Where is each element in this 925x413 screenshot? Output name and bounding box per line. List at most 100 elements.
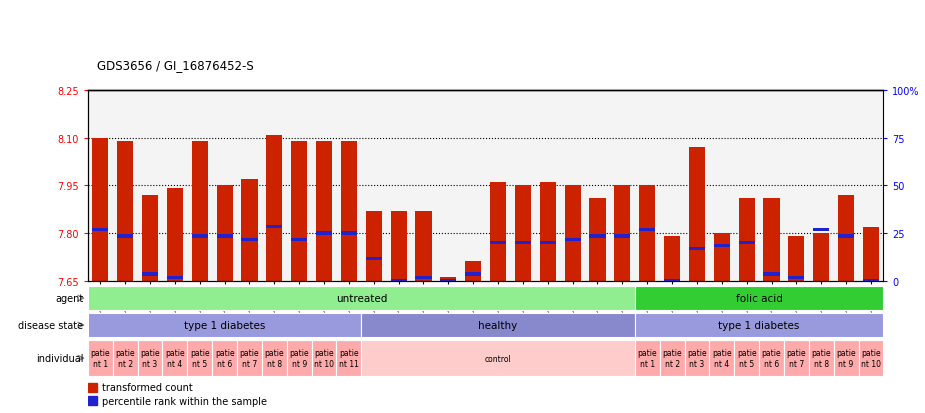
Bar [539, 241, 556, 244]
Text: transformed count: transformed count [102, 382, 192, 392]
Bar [808, 340, 833, 376]
Bar [635, 313, 883, 337]
Bar [788, 237, 805, 281]
Text: patie
nt 1: patie nt 1 [637, 349, 657, 368]
Bar [166, 276, 183, 279]
Text: type 1 diabetes: type 1 diabetes [719, 320, 800, 330]
Bar [539, 183, 556, 281]
Bar [635, 286, 883, 311]
Bar [291, 142, 307, 281]
Bar [92, 138, 108, 281]
Bar [237, 340, 262, 376]
Text: patie
nt 8: patie nt 8 [265, 349, 284, 368]
Bar [166, 189, 183, 281]
Bar [316, 142, 332, 281]
Bar [465, 262, 481, 281]
Bar [365, 211, 382, 281]
Bar [337, 340, 362, 376]
Bar [763, 199, 780, 281]
Bar [564, 238, 581, 241]
Text: control: control [485, 354, 512, 363]
Bar [614, 235, 631, 238]
Bar [833, 340, 858, 376]
Bar [92, 228, 108, 232]
Text: patie
nt 10: patie nt 10 [861, 349, 881, 368]
Text: disease state: disease state [18, 320, 83, 330]
Bar [287, 340, 312, 376]
Bar [738, 199, 755, 281]
Bar [291, 238, 307, 241]
Bar [117, 235, 133, 238]
Bar [138, 340, 163, 376]
Bar [187, 340, 212, 376]
Bar [709, 340, 734, 376]
Bar [362, 313, 635, 337]
Bar [390, 211, 407, 281]
Bar [664, 279, 680, 282]
Bar [113, 340, 138, 376]
Bar [216, 235, 233, 238]
Bar [759, 340, 784, 376]
Bar [88, 286, 635, 311]
Bar [390, 279, 407, 282]
Bar [117, 142, 133, 281]
Bar [142, 273, 158, 276]
Text: untreated: untreated [336, 293, 387, 304]
Bar [614, 186, 631, 281]
Text: individual: individual [36, 353, 83, 363]
Bar [212, 340, 237, 376]
Text: patie
nt 3: patie nt 3 [687, 349, 707, 368]
Bar [266, 135, 282, 281]
Bar [863, 227, 879, 281]
Bar [689, 148, 705, 281]
Bar [262, 340, 287, 376]
Bar [515, 186, 531, 281]
Bar [88, 396, 97, 406]
Text: patie
nt 11: patie nt 11 [339, 349, 359, 368]
Bar [589, 199, 606, 281]
Bar [415, 276, 432, 279]
Text: type 1 diabetes: type 1 diabetes [184, 320, 265, 330]
Bar [838, 235, 854, 238]
Bar [684, 340, 709, 376]
Text: patie
nt 6: patie nt 6 [215, 349, 234, 368]
Bar [415, 211, 432, 281]
Bar [515, 241, 531, 244]
Text: patie
nt 6: patie nt 6 [761, 349, 782, 368]
Bar [660, 340, 684, 376]
Bar [863, 279, 879, 282]
Bar [241, 238, 257, 241]
Bar [838, 195, 854, 281]
Bar [88, 313, 362, 337]
Bar [266, 225, 282, 229]
Bar [191, 142, 208, 281]
Bar [589, 235, 606, 238]
Bar [564, 186, 581, 281]
Bar [639, 186, 655, 281]
Bar [465, 273, 481, 276]
Bar [312, 340, 337, 376]
Text: patie
nt 5: patie nt 5 [190, 349, 210, 368]
Text: patie
nt 2: patie nt 2 [116, 349, 135, 368]
Text: patie
nt 5: patie nt 5 [737, 349, 757, 368]
Bar [440, 278, 456, 281]
Bar [689, 247, 705, 251]
Text: patie
nt 3: patie nt 3 [141, 349, 160, 368]
Bar [784, 340, 808, 376]
Text: patie
nt 1: patie nt 1 [91, 349, 110, 368]
Bar [734, 340, 759, 376]
Text: patie
nt 10: patie nt 10 [314, 349, 334, 368]
Text: patie
nt 9: patie nt 9 [836, 349, 856, 368]
Bar [635, 340, 660, 376]
Bar [639, 228, 655, 232]
Text: agent: agent [55, 293, 83, 304]
Bar [365, 257, 382, 260]
Text: GDS3656 / GI_16876452-S: GDS3656 / GI_16876452-S [97, 59, 253, 72]
Text: patie
nt 7: patie nt 7 [240, 349, 259, 368]
Text: patie
nt 2: patie nt 2 [662, 349, 682, 368]
Bar [714, 244, 730, 248]
Text: patie
nt 9: patie nt 9 [290, 349, 309, 368]
Bar [714, 233, 730, 281]
Text: patie
nt 7: patie nt 7 [786, 349, 807, 368]
Bar [191, 235, 208, 238]
